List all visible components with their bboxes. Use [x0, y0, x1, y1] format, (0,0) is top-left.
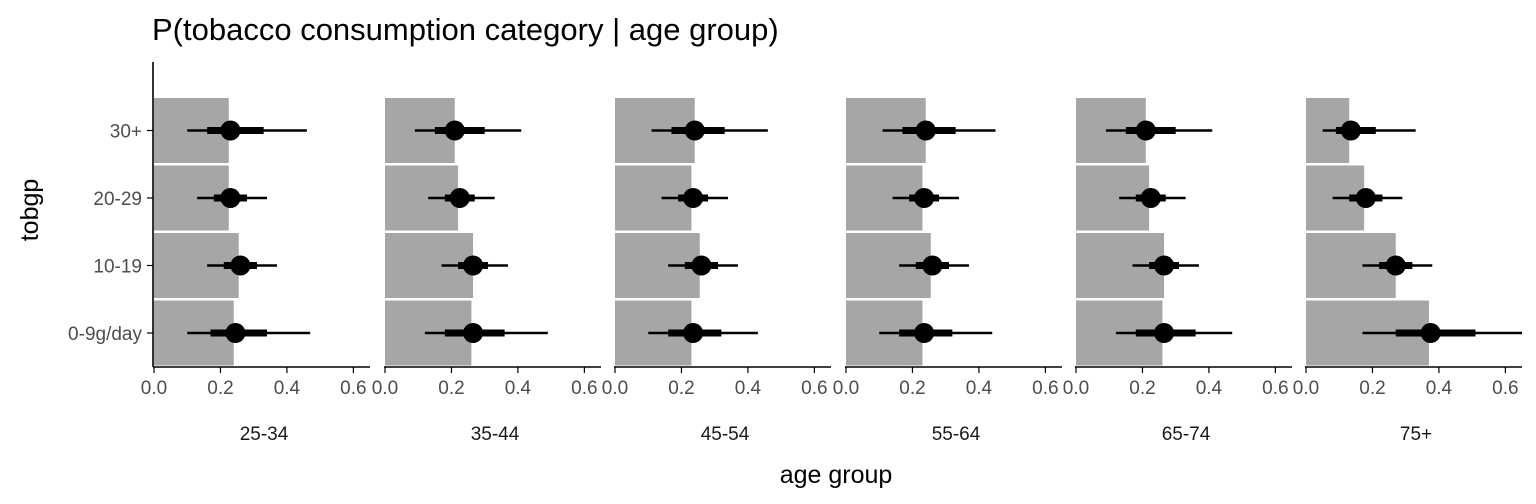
- x-tick-label: 0.0: [1063, 378, 1089, 399]
- x-tick-label: 0.4: [505, 378, 532, 399]
- chart-title: P(tobacco consumption category | age gro…: [152, 12, 779, 47]
- x-tick-label: 0.4: [735, 378, 762, 399]
- point-estimate: [683, 323, 704, 343]
- point-estimate: [1355, 188, 1376, 208]
- point-estimate: [922, 255, 943, 276]
- x-axis-title: age group: [780, 461, 893, 489]
- panel-label: 55-64: [932, 424, 981, 445]
- x-tick-label: 0.4: [274, 378, 301, 399]
- y-tick-label: 0-9g/day: [68, 324, 142, 345]
- x-tick-label: 0.2: [1129, 378, 1155, 399]
- panel-55-64: 0.0 0.2 0.4 0.6 55-64: [833, 98, 1062, 445]
- point-estimate: [1154, 255, 1175, 276]
- point-estimate: [1340, 120, 1361, 141]
- x-tick-label: 0.4: [966, 378, 993, 399]
- panel-label: 65-74: [1162, 424, 1211, 445]
- point-estimate: [230, 255, 251, 276]
- point-estimate: [463, 323, 484, 343]
- y-axis: 0-9g/day 10-19 20-29 30+: [68, 62, 154, 367]
- panel-65-74: 0.0 0.2 0.4 0.6 65-74: [1063, 98, 1292, 445]
- point-estimate: [220, 120, 241, 141]
- x-tick-label: 0.2: [668, 378, 694, 399]
- point-estimate: [683, 188, 704, 208]
- panels: 0.0 0.2 0.4 0.6 25-34 0.0 0.2 0.4 0.6 35-44 0.0 0.2…: [141, 98, 1522, 445]
- x-tick-label: 0.0: [1293, 378, 1319, 399]
- point-estimate: [463, 255, 484, 276]
- point-estimate: [914, 323, 935, 343]
- point-estimate: [914, 188, 935, 208]
- x-tick-label: 0.2: [438, 378, 464, 399]
- x-tick-label: 0.6: [801, 378, 827, 399]
- panel-label: 25-34: [240, 424, 289, 445]
- point-estimate: [225, 323, 246, 343]
- x-tick-label: 0.2: [899, 378, 925, 399]
- y-axis-title: tobgp: [16, 179, 44, 242]
- x-tick-label: 0.6: [1262, 378, 1288, 399]
- point-estimate: [691, 255, 712, 276]
- x-tick-label: 0.4: [1426, 378, 1453, 399]
- panel-35-44: 0.0 0.2 0.4 0.6 35-44: [372, 98, 601, 445]
- x-tick-label: 0.2: [207, 378, 233, 399]
- panel-label: 75+: [1400, 424, 1432, 445]
- point-estimate: [1420, 323, 1441, 343]
- panel-label: 45-54: [701, 424, 750, 445]
- point-estimate: [1135, 120, 1156, 141]
- point-estimate: [1154, 323, 1175, 343]
- x-tick-label: 0.6: [340, 378, 366, 399]
- point-estimate: [444, 120, 465, 141]
- x-tick-label: 0.0: [372, 378, 398, 399]
- y-tick-label: 30+: [110, 122, 142, 143]
- point-estimate: [1385, 255, 1406, 276]
- x-tick-label: 0.0: [602, 378, 628, 399]
- y-tick-label: 10-19: [93, 257, 142, 278]
- point-estimate: [1140, 188, 1161, 208]
- panel-45-54: 0.0 0.2 0.4 0.6 45-54: [602, 98, 831, 445]
- x-tick-label: 0.6: [1492, 378, 1518, 399]
- x-tick-label: 0.6: [1032, 378, 1058, 399]
- x-tick-label: 0.4: [1196, 378, 1223, 399]
- panel-75+: 0.0 0.2 0.4 0.6 75+: [1293, 98, 1522, 445]
- point-estimate: [915, 120, 936, 141]
- point-estimate: [220, 188, 241, 208]
- x-tick-label: 0.2: [1359, 378, 1385, 399]
- panel-label: 35-44: [471, 424, 520, 445]
- point-estimate: [684, 120, 705, 141]
- point-estimate: [449, 188, 470, 208]
- x-tick-label: 0.0: [141, 378, 167, 399]
- x-tick-label: 0.6: [571, 378, 597, 399]
- y-tick-label: 20-29: [93, 189, 142, 210]
- panel-25-34: 0.0 0.2 0.4 0.6 25-34: [141, 98, 370, 445]
- x-tick-label: 0.0: [833, 378, 859, 399]
